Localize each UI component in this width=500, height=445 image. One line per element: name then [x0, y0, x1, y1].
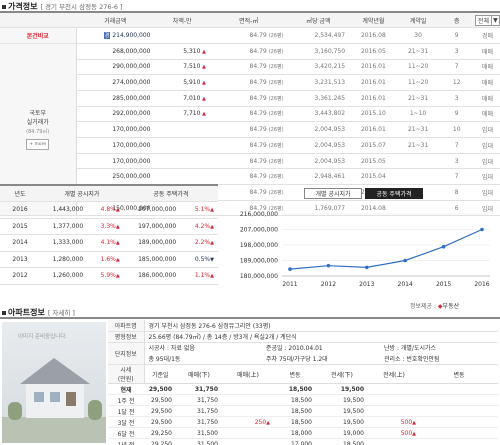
- x-tick-label: 2016: [474, 281, 489, 288]
- x-tick-label: 2015: [436, 281, 451, 288]
- apt-built-date: 준공일 : 2010.04.01: [266, 345, 323, 353]
- market-row: 6달 전 29,250 31,500 18,000 19,000 500▲: [108, 428, 498, 439]
- up-arrow-icon: ▲: [200, 111, 206, 118]
- up-arrow-icon: ▲: [200, 64, 206, 71]
- official-table-header: 년도 개별 공시지가 공동 주택가격: [0, 184, 218, 202]
- price-address: [ 경기 부천시 삼정동 276-6 ]: [40, 3, 123, 11]
- up-arrow-icon: ▲: [115, 273, 120, 280]
- price-table: 거래금액 차액-만 면적-㎡ ㎡당 금액 계약년월 계약일 층 전체 ▼ 본건비교…: [0, 11, 500, 217]
- data-point: [365, 265, 369, 270]
- market-row: 1년 전 29,250 31,500 17,000 18,500: [108, 439, 498, 445]
- apt-section-title: 아파트정보[ 자세히 ]: [2, 307, 75, 318]
- line-chart-svg: 216,000,000 207,000,000 198,000,000 189,000…: [240, 211, 490, 288]
- up-arrow-icon: ▲: [200, 48, 206, 55]
- price-row: 170,000,000 84.79 (26평) 2,004,953 2015.07…: [0, 137, 500, 154]
- apt-photo: 이미지 준비중입니다.: [2, 322, 106, 443]
- apt-builder: 시공사 : 자료 없음: [148, 345, 195, 353]
- type-filter-select[interactable]: 전체 ▼: [474, 14, 500, 26]
- apt-detail-table: 아파트명 경기 부천시 삼정동 276-6 삼정뮤그리안 (33평) 평형정보 …: [108, 320, 498, 365]
- col-area: 면적-㎡: [209, 11, 288, 29]
- auction-badge: 경: [103, 32, 111, 40]
- apt-parking: 주차 75대/가구당 1.2대: [266, 355, 328, 363]
- up-arrow-icon: ▲: [210, 207, 214, 214]
- up-arrow-icon: ▲: [210, 273, 214, 280]
- apt-info: 이미지 준비중입니다. 아파트명 경기 부천시 삼정동 276-6 삼정뮤그리안…: [0, 317, 500, 445]
- col-diff: 차액-만: [154, 11, 210, 29]
- up-arrow-icon: ▲: [115, 207, 120, 214]
- col-per-m2: ㎡당 금액: [287, 11, 350, 29]
- data-point: [288, 267, 292, 271]
- up-arrow-icon: ▲: [115, 256, 120, 263]
- up-arrow-icon: ▲: [115, 240, 120, 247]
- x-tick-label: 2011: [282, 281, 297, 288]
- official-row: 2013 1,280,000 1.6%▲ 185,000,000 0.5%▼: [0, 251, 218, 268]
- source-logo-icon: ◆: [437, 303, 443, 310]
- apt-detail-link[interactable]: [ 자세히 ]: [47, 309, 75, 317]
- data-point: [326, 263, 331, 268]
- price-row: 250,000,000 84.79 (26평) 2,948,461 2015.04…: [0, 168, 500, 186]
- x-tick-label: 2014: [398, 281, 413, 288]
- tab-land-price[interactable]: 개별 공시지가: [304, 188, 362, 199]
- y-tick-label: 189,000,000: [240, 258, 278, 265]
- y-tick-label: 180,000,000: [240, 273, 278, 280]
- y-tick-label: 198,000,000: [240, 242, 278, 249]
- up-arrow-icon: ▲: [200, 95, 206, 102]
- official-row: 2016 1,443,000 4.8%▲ 207,000,000 5.1%▲: [0, 201, 218, 219]
- up-arrow-icon: ▲: [412, 419, 416, 426]
- up-arrow-icon: ▲: [266, 419, 270, 426]
- market-row: 1주 전 29,500 31,750 18,500 19,500: [108, 395, 498, 406]
- apt-heating: 난방 : 개별/도시가스: [384, 345, 437, 353]
- up-arrow-icon: ▲: [210, 223, 214, 230]
- compare-label: 본건비교: [0, 27, 77, 44]
- price-row: 274,000,000 5,910 ▲ 84.79 (26평) 3,231,513…: [0, 74, 500, 91]
- col-floor: 층: [438, 11, 475, 29]
- price-row: 285,000,000 7,010 ▲ 84.79 (26평) 3,361,245…: [0, 90, 500, 107]
- chevron-down-icon: ▼: [490, 15, 499, 25]
- price-row: 290,000,000 7,510 ▲ 84.79 (26평) 3,420,215…: [0, 59, 500, 76]
- official-price-chart: 개별 공시지가 공동 주택가격 216,000,000 207,000,000 19…: [224, 188, 496, 294]
- market-row: 현재 29,500 31,750 18,500 19,500: [108, 384, 498, 395]
- data-point: [441, 244, 446, 249]
- market-row: 3달 전 29,500 31,750 250▲ 18,500 19,500 50…: [108, 417, 498, 428]
- apt-management: 관리소 : 번호확인안됨: [384, 355, 440, 363]
- price-row: 국토부 실거래가 (84.79㎡) + more 268,000,000 5,31…: [0, 43, 500, 217]
- bullet-square-icon: [2, 310, 6, 315]
- market-price-table: 시세 (만원) 기준일 매매(下) 매매(上) 변동 전세(下) 전세(上) 변동…: [108, 365, 498, 445]
- bullet-square-icon: [2, 4, 6, 9]
- source-credit: 정보제공 : ◆부동산: [410, 303, 460, 310]
- market-label: 시세 (만원): [108, 365, 145, 384]
- col-day: 계약일: [397, 11, 439, 29]
- market-row: 1달 전 29,500 31,750 18,500 19,500: [108, 406, 498, 417]
- apt-name: 경기 부천시 삼정동 276-6 삼정뮤그리안 (33평): [148, 322, 271, 330]
- compare-row: 본건비교 경 214,900,000 84.79 (26평) 2,534,497 2…: [0, 27, 500, 44]
- series-line: [289, 228, 483, 270]
- y-tick-label: 216,000,000: [240, 211, 278, 218]
- house-illustration-icon: [2, 358, 106, 443]
- x-tick-label: 2012: [321, 281, 336, 288]
- up-arrow-icon: ▲: [210, 240, 214, 247]
- x-tick-label: 2013: [359, 281, 374, 288]
- price-row: 170,000,000 84.79 (26평) 2,004,953 2015.05…: [0, 153, 500, 170]
- col-amount: 거래금액: [76, 11, 155, 29]
- y-tick-label: 207,000,000: [240, 227, 278, 234]
- official-row: 2014 1,333,000 4.1%▲ 189,000,000 2.2%▲: [0, 234, 218, 252]
- tab-house-price[interactable]: 공동 주택가격: [365, 188, 423, 199]
- data-point: [403, 258, 407, 263]
- col-ym: 계약년월: [349, 11, 398, 29]
- more-button[interactable]: + more: [26, 139, 50, 151]
- data-point: [480, 227, 484, 232]
- price-row: 292,000,000 7,710 ▲ 84.79 (26평) 3,443,802…: [0, 106, 500, 123]
- price-section-title: 가격정보[ 경기 부천시 삼정동 276-6 ]: [2, 1, 123, 12]
- official-row: 2012 1,260,000 5.9%▲ 186,000,000 1.1%▲: [0, 267, 218, 285]
- down-arrow-icon: ▼: [210, 256, 214, 263]
- apt-size: 25.66평 (84.79㎡) / 총 14층 / 방3개 / 욕실2개 / 계…: [148, 334, 297, 341]
- price-row: 170,000,000 84.79 (26평) 2,004,953 2016.01…: [0, 121, 500, 138]
- up-arrow-icon: ▲: [412, 430, 416, 437]
- official-row: 2015 1,377,000 3.3%▲ 197,000,000 4.2%▲: [0, 218, 218, 235]
- up-arrow-icon: ▲: [200, 80, 206, 87]
- up-arrow-icon: ▲: [115, 223, 120, 230]
- price-table-header: 거래금액 차액-만 면적-㎡ ㎡당 금액 계약년월 계약일 층 전체 ▼: [0, 11, 500, 29]
- official-price-table: 년도 개별 공시지가 공동 주택가격 2016 1,443,000 4.8%▲ …: [0, 184, 218, 285]
- apt-units: 총 95대/1동: [148, 355, 181, 363]
